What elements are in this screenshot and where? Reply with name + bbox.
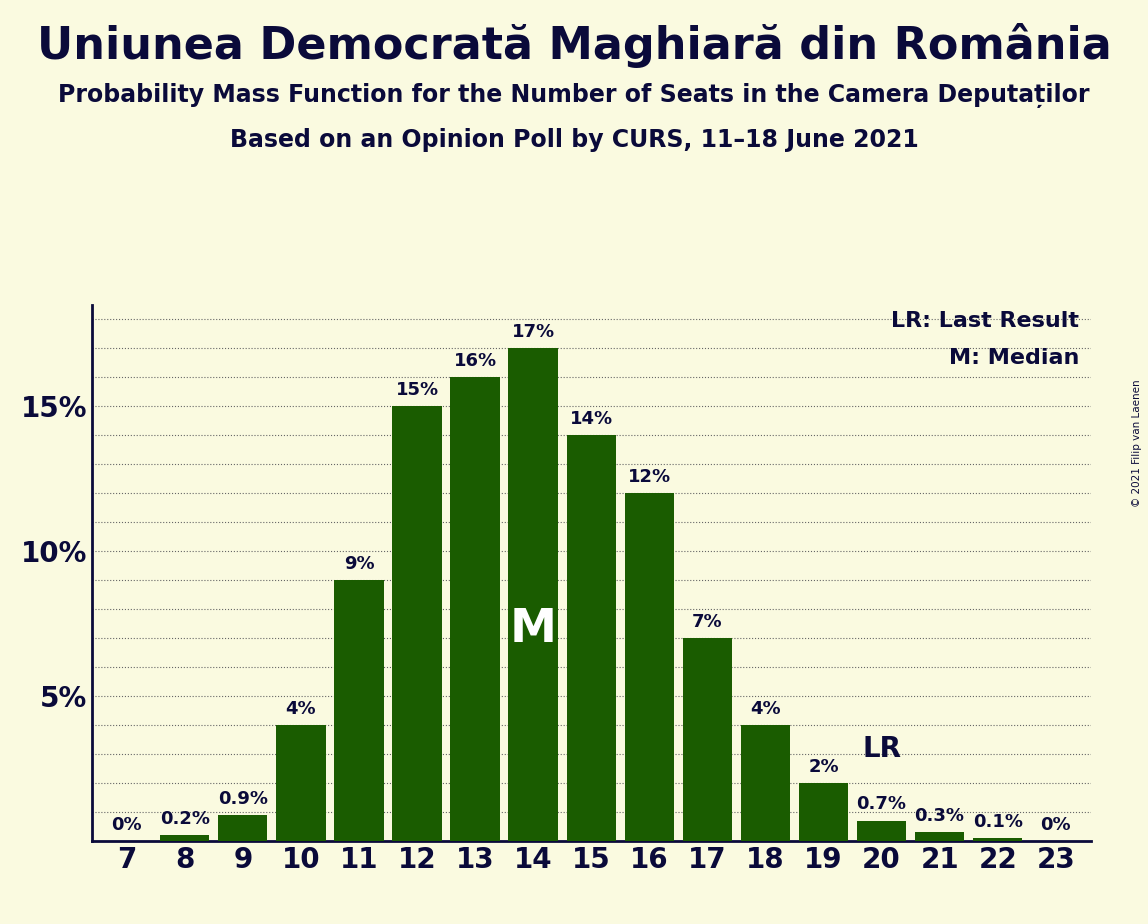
Text: 12%: 12%: [628, 468, 670, 486]
Bar: [683, 638, 732, 841]
Text: Based on an Opinion Poll by CURS, 11–18 June 2021: Based on an Opinion Poll by CURS, 11–18 …: [230, 128, 918, 152]
Text: Probability Mass Function for the Number of Seats in the Camera Deputaților: Probability Mass Function for the Number…: [59, 83, 1089, 108]
Text: 4%: 4%: [750, 699, 781, 718]
Text: M: Median: M: Median: [948, 348, 1079, 369]
Text: M: M: [510, 606, 557, 651]
Bar: [218, 815, 267, 841]
Bar: [277, 725, 326, 841]
Bar: [740, 725, 790, 841]
Text: 0.3%: 0.3%: [915, 807, 964, 825]
Text: 4%: 4%: [286, 699, 316, 718]
Text: 0%: 0%: [1040, 816, 1071, 833]
Text: LR: Last Result: LR: Last Result: [891, 310, 1079, 331]
Text: Uniunea Democrată Maghiară din România: Uniunea Democrată Maghiară din România: [37, 23, 1111, 68]
Text: © 2021 Filip van Laenen: © 2021 Filip van Laenen: [1132, 380, 1142, 507]
Bar: [450, 377, 499, 841]
Text: 9%: 9%: [343, 555, 374, 573]
Text: 0%: 0%: [111, 816, 142, 833]
Bar: [393, 407, 442, 841]
Bar: [915, 833, 964, 841]
Text: 7%: 7%: [692, 613, 723, 631]
Text: 16%: 16%: [453, 352, 497, 371]
Bar: [334, 580, 383, 841]
Bar: [160, 835, 209, 841]
Bar: [799, 783, 848, 841]
Text: 17%: 17%: [512, 323, 554, 341]
Text: 2%: 2%: [808, 758, 839, 775]
Text: 0.7%: 0.7%: [856, 796, 907, 813]
Bar: [567, 435, 615, 841]
Bar: [856, 821, 906, 841]
Text: 0.9%: 0.9%: [218, 789, 267, 808]
Text: 0.1%: 0.1%: [972, 813, 1023, 831]
Text: 15%: 15%: [395, 381, 439, 399]
Text: 0.2%: 0.2%: [160, 809, 210, 828]
Bar: [509, 348, 558, 841]
Text: LR: LR: [862, 735, 901, 762]
Bar: [974, 838, 1023, 841]
Bar: [625, 493, 674, 841]
Text: 14%: 14%: [569, 410, 613, 428]
